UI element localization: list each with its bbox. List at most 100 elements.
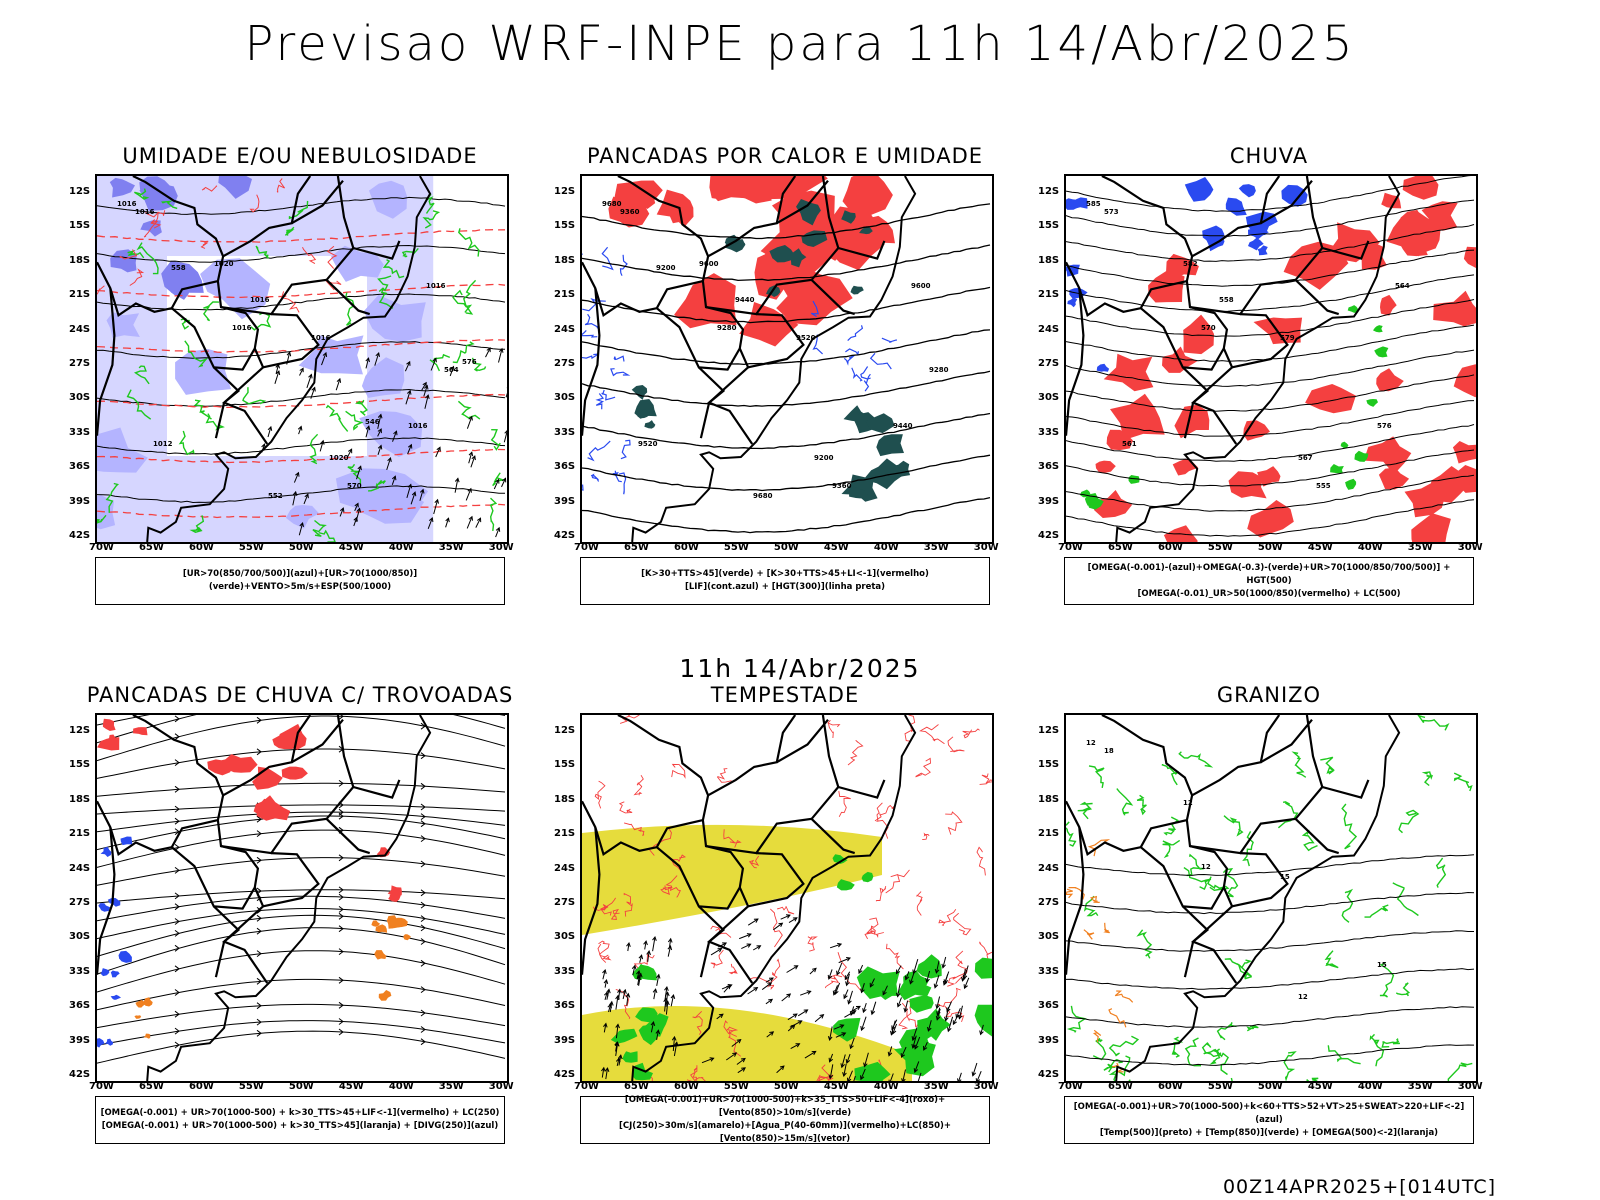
geopotential-line (582, 454, 991, 492)
lifted-index-contour (584, 313, 599, 329)
humidity-blob (363, 294, 426, 342)
rain-area-red (1433, 290, 1476, 327)
thickness-line (97, 229, 506, 243)
wind-vector (335, 378, 341, 391)
contour-label: 1020 (329, 454, 349, 462)
latitude-tick-label: 15S (69, 759, 91, 771)
country-border (699, 402, 711, 439)
wind-vector (864, 1052, 869, 1067)
wind-vector (829, 1026, 833, 1041)
wind-850-area (974, 1004, 992, 1037)
legend-line: [LIF](cont.azul) + [HGT(300)](linha pret… (684, 582, 886, 592)
wind-vector (407, 483, 413, 489)
panel-title: TEMPESTADE (710, 683, 860, 707)
thickness-line (97, 448, 506, 464)
latitude-tick-label: 15S (1038, 220, 1060, 232)
humidity-contour-green (422, 210, 441, 229)
wind-vector (377, 444, 383, 450)
coastline (631, 715, 917, 1081)
wind-vector (468, 451, 474, 457)
thunderstorm-area-orange (378, 990, 392, 1001)
wind-vector (860, 1075, 865, 1081)
country-border (262, 852, 320, 908)
longitude-tick-label: 65W (623, 542, 649, 553)
wind-vector (747, 987, 758, 995)
wind-vector (377, 413, 383, 419)
wind-vector (670, 993, 676, 999)
streamline-arrow (256, 914, 262, 922)
precipitable-water-contour (598, 940, 610, 963)
wind-vector (617, 1054, 623, 1060)
wind-vector (909, 979, 914, 985)
contour-label: 558 (171, 264, 186, 272)
latitude-tick-label: 18S (554, 793, 576, 805)
wind-vector (739, 933, 752, 940)
latitude-tick-label: 33S (69, 426, 91, 438)
convective-area-teal (841, 210, 856, 224)
wind-vector (297, 425, 303, 431)
rain-area-red (1174, 404, 1210, 439)
humidity-contour-green (355, 399, 368, 416)
wind-vector (615, 1042, 619, 1056)
panel-title: UMIDADE E/OU NEBULOSIDADE (122, 144, 478, 168)
wind-vector (427, 517, 433, 529)
wind-vector (952, 1020, 957, 1026)
country-border (582, 827, 601, 975)
streamline-arrow (174, 903, 180, 911)
precipitable-water-contour (916, 891, 923, 916)
forecast-map (580, 713, 994, 1083)
wind-vector (655, 1029, 661, 1035)
wind-vector (746, 943, 752, 948)
humidity-contour-green (318, 529, 336, 542)
isobar (97, 437, 506, 455)
wind-vector (468, 515, 473, 521)
wind-vector (832, 990, 838, 996)
longitude-tick-label: 65W (1107, 1081, 1133, 1092)
wind-vector (871, 1001, 877, 1015)
rain-area-red (1103, 353, 1154, 392)
wind-vector (424, 394, 429, 409)
wind-vector (617, 988, 622, 994)
longitude-tick-label: 50W (1257, 1081, 1283, 1092)
wind-vector (964, 977, 970, 989)
precipitable-water-contour (979, 773, 992, 785)
wind-vector (936, 1011, 941, 1017)
wind-vector (765, 998, 773, 1005)
wind-vector (667, 937, 673, 943)
convective-area-red (614, 180, 663, 211)
wind-vector (862, 1002, 867, 1013)
wind-vector (664, 991, 670, 997)
geopotential-line (582, 370, 991, 408)
contour-label: 570 (1201, 324, 1216, 332)
wind-vector (716, 1013, 724, 1020)
wind-vector (740, 1057, 746, 1063)
wind-vector (470, 455, 476, 468)
convective-area-teal (865, 413, 895, 434)
longitude-tick-label: 40W (388, 1081, 414, 1092)
page-title: Previsao WRF-INPE para 11h 14/Abr/2025 (244, 16, 1356, 72)
wind-vector (638, 973, 642, 986)
thunderstorm-area-red (272, 732, 297, 750)
wind-vector (786, 965, 798, 973)
panel-title: PANCADAS DE CHUVA C/ TROVOADAS (86, 683, 514, 707)
wind-vector (503, 430, 507, 443)
streamline-arrow (420, 835, 426, 842)
thunderstorm-area-red (224, 754, 258, 773)
wind-vector (845, 981, 850, 987)
country-border (1183, 402, 1195, 439)
streamline (97, 1030, 506, 1064)
wind-vector (835, 1032, 846, 1038)
wind-vector (849, 1010, 855, 1016)
wind-vector (669, 938, 672, 948)
precipitable-water-contour (976, 846, 986, 876)
contour-label: 585 (1086, 200, 1101, 208)
humidity-contour-red (150, 211, 162, 229)
temperature-850-contour (1108, 1035, 1140, 1057)
wind-vector (348, 448, 353, 454)
streamline-arrow (174, 866, 180, 874)
wind-vector (844, 975, 849, 981)
geography (582, 715, 917, 1081)
panel-legend: [OMEGA(-0.001) + UR>70(1000-500) + k>30_… (95, 1096, 505, 1144)
wind-vector (890, 1030, 895, 1036)
country-border (291, 179, 344, 225)
